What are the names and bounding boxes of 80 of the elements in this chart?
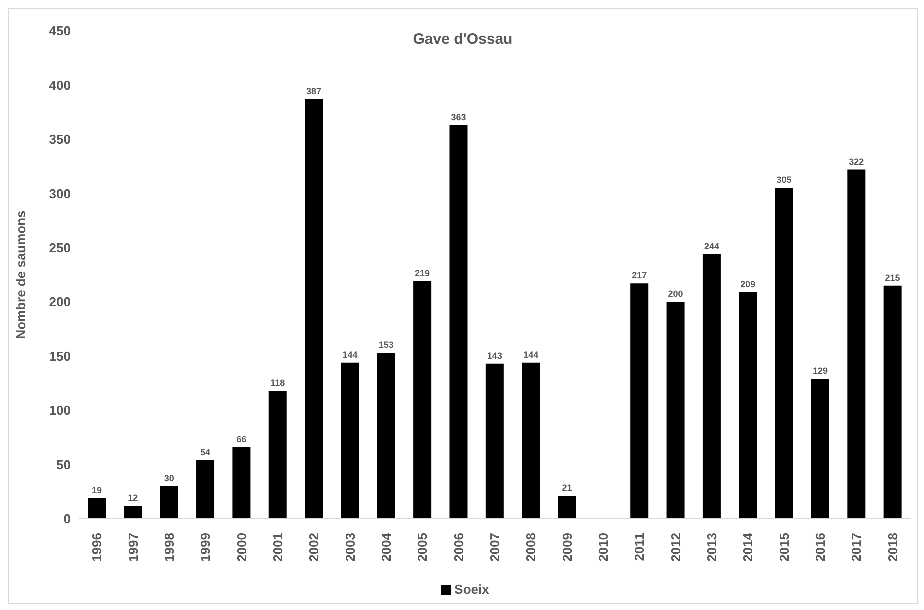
- bar: [486, 364, 504, 519]
- x-tick-label: 2018: [885, 533, 900, 562]
- data-label: 219: [415, 268, 430, 279]
- data-label: 322: [849, 156, 864, 167]
- data-label: 21: [562, 483, 572, 494]
- x-tick-label: 2012: [668, 533, 684, 562]
- x-tick-label: 2003: [342, 533, 358, 562]
- data-label: 144: [342, 350, 358, 360]
- bar: [666, 302, 685, 519]
- bar: [305, 99, 324, 519]
- x-tick-label: 2009: [560, 533, 575, 562]
- x-tick-label: 1999: [198, 533, 214, 562]
- data-label: 66: [236, 434, 247, 444]
- y-tick-label: 450: [49, 24, 71, 39]
- y-tick-label: 150: [49, 348, 71, 364]
- y-tick-label: 50: [56, 457, 71, 472]
- data-label: 215: [885, 272, 900, 283]
- data-label: 129: [812, 366, 828, 376]
- x-tick-label: 2008: [524, 533, 539, 562]
- data-label: 54: [200, 447, 211, 458]
- data-label: 19: [92, 485, 102, 496]
- y-tick-label: 300: [49, 186, 71, 202]
- bar: [848, 170, 866, 519]
- bar: [450, 125, 468, 519]
- x-tick-label: 1998: [162, 533, 177, 562]
- bar: [702, 254, 721, 519]
- bar: [811, 379, 830, 519]
- bar: [232, 447, 251, 519]
- data-label: 30: [164, 473, 174, 484]
- bar: [739, 292, 758, 519]
- x-tick-label: 2007: [488, 533, 502, 562]
- data-label: 200: [668, 289, 684, 300]
- bar: [630, 284, 649, 519]
- bar: [522, 362, 540, 519]
- bar: [268, 391, 287, 519]
- bar: [160, 486, 178, 519]
- x-tick-label: 1996: [90, 533, 105, 562]
- y-tick-label: 400: [49, 78, 71, 93]
- bar: [341, 362, 360, 519]
- y-axis-title: Nombre de saumons: [14, 210, 29, 340]
- bar: [196, 460, 215, 519]
- x-tick-label: 2013: [704, 533, 720, 562]
- x-tick-label: 2017: [849, 533, 864, 562]
- x-tick-label: 2015: [776, 533, 792, 562]
- y-tick-label: 200: [49, 294, 71, 310]
- x-tick-label: 2011: [632, 533, 648, 562]
- bar: [558, 496, 576, 519]
- bar: [775, 188, 794, 519]
- x-tick-label: 2000: [234, 533, 250, 562]
- x-tick-label: 2014: [740, 532, 756, 562]
- x-tick-label: 2016: [813, 533, 828, 562]
- bar: [414, 282, 432, 519]
- chart-title: Gave d'Ossau: [413, 31, 513, 48]
- data-label: 363: [451, 112, 466, 122]
- bar: [377, 353, 396, 519]
- data-label: 153: [378, 340, 394, 350]
- y-tick-label: 100: [49, 403, 71, 418]
- data-label: 244: [704, 241, 720, 252]
- x-tick-label: 2005: [415, 533, 430, 562]
- x-tick-label: 2001: [270, 533, 286, 562]
- bar: [124, 506, 142, 519]
- y-tick-label: 350: [49, 132, 71, 148]
- data-label: 12: [128, 492, 138, 503]
- data-label: 209: [740, 279, 756, 290]
- data-label: 305: [776, 175, 792, 186]
- data-label: 118: [270, 378, 286, 388]
- data-label: 144: [524, 350, 539, 360]
- x-tick-label: 2004: [378, 532, 394, 562]
- x-tick-label: 1997: [126, 533, 141, 562]
- data-label: 143: [487, 350, 502, 361]
- x-tick-label: 2010: [596, 533, 612, 562]
- data-label: 387: [306, 86, 322, 96]
- x-tick-label: 2006: [451, 533, 466, 562]
- data-label: 217: [632, 270, 648, 281]
- y-tick-label: 0: [64, 512, 71, 527]
- y-tick-label: 250: [49, 240, 71, 256]
- x-tick-label: 2002: [306, 533, 322, 562]
- bar: [884, 286, 902, 519]
- legend-label: Soeix: [454, 582, 490, 597]
- bar: [88, 498, 106, 519]
